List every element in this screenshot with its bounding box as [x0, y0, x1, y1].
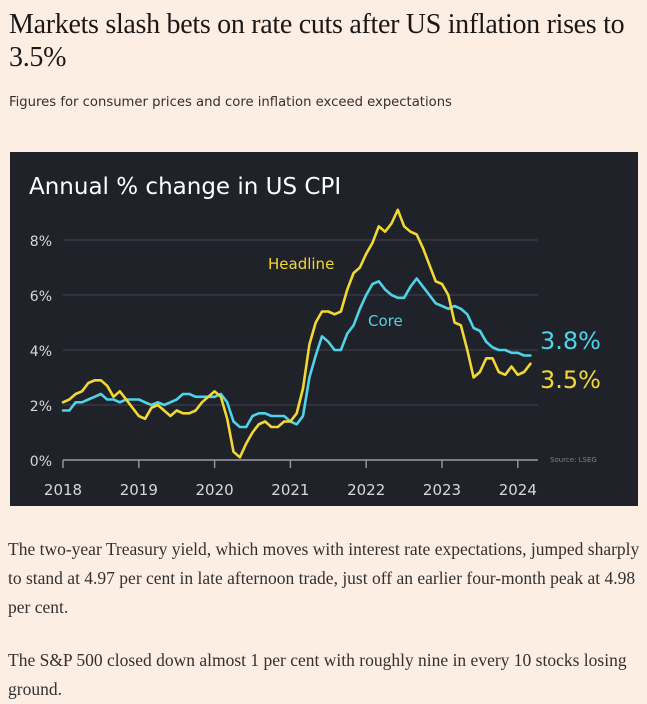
end-value-headline: 3.5%: [540, 366, 601, 394]
cpi-chart: Annual % change in US CPI 0% 2% 4% 6% 8% 201…: [10, 152, 638, 506]
series-label-core: Core: [368, 312, 403, 330]
series-lines: [61, 208, 532, 459]
chart-source: Source: LSEG: [550, 456, 597, 464]
y-tick-label: 6%: [30, 289, 52, 305]
series-line-core: [61, 277, 532, 429]
y-tick-label: 8%: [30, 234, 52, 250]
y-tick-label: 0%: [30, 454, 52, 470]
y-tick-label: 2%: [30, 399, 52, 415]
cpi-chart-svg: Annual % change in US CPI 0% 2% 4% 6% 8% 201…: [29, 174, 601, 499]
x-tick-label: 2023: [423, 481, 461, 499]
series-label-headline: Headline: [268, 255, 334, 273]
x-tick-label: 2018: [44, 481, 82, 499]
article-standfirst: Figures for consumer prices and core inf…: [9, 95, 452, 110]
article-headline: Markets slash bets on rate cuts after US…: [9, 9, 625, 73]
x-tick-label: 2019: [120, 481, 158, 499]
x-tick-label: 2021: [271, 481, 309, 499]
chart-title: Annual % change in US CPI: [29, 174, 341, 200]
x-tick-label: 2022: [347, 481, 385, 499]
article-paragraph-2: The S&P 500 closed down almost 1 per cen…: [8, 650, 627, 699]
article-paragraph-1: The two-year Treasury yield, which moves…: [8, 539, 640, 617]
end-value-core: 3.8%: [540, 327, 601, 355]
gridlines: [63, 239, 538, 406]
series-line-headline: [61, 208, 532, 459]
x-axis: 2018 2019 2020 2021 2022 2023 2024: [44, 459, 538, 499]
y-axis: 0% 2% 4% 6% 8%: [30, 234, 52, 470]
y-tick-label: 4%: [30, 344, 52, 360]
x-tick-label: 2024: [499, 481, 537, 499]
x-tick-label: 2020: [196, 481, 234, 499]
